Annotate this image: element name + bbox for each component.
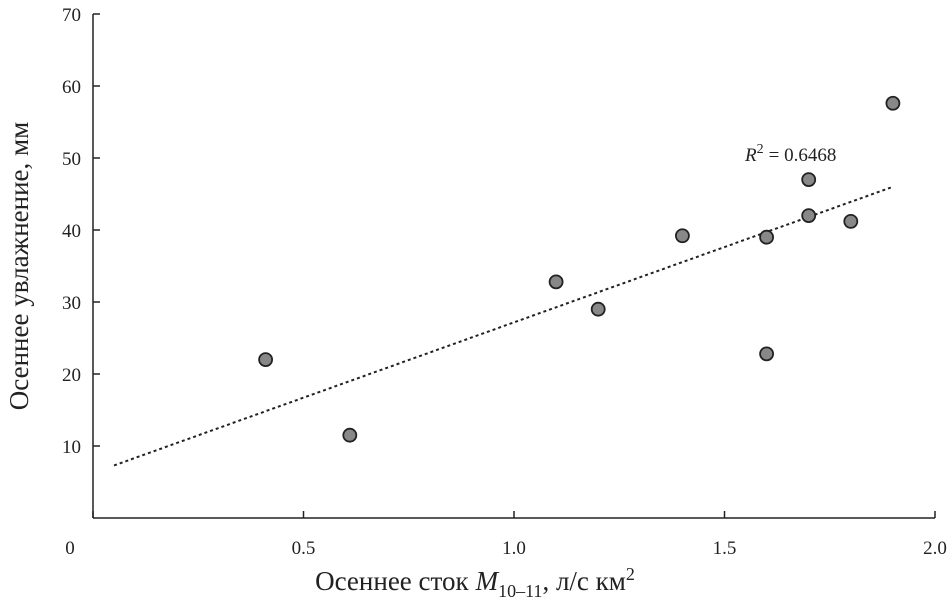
x-tick-label: 1.5 [713, 538, 737, 559]
x-label-sub: 10–11 [498, 581, 542, 601]
point [885, 95, 901, 111]
point [759, 229, 774, 245]
y-axis-label: Осеннее увлажнение, мм [4, 122, 34, 410]
x-tick-label: 0 [65, 538, 75, 559]
y-tick-label: 40 [62, 221, 81, 242]
point [258, 352, 274, 368]
x-tick-label: 1.0 [502, 538, 526, 559]
point [675, 228, 690, 244]
point [759, 346, 774, 362]
point [801, 172, 817, 188]
point [548, 274, 564, 290]
x-tick-label: 2.0 [923, 538, 947, 559]
point [843, 213, 859, 229]
x-label-text: Осеннее сток [315, 566, 469, 596]
y-tick-label: 30 [62, 293, 81, 314]
trendline [113, 185, 894, 467]
x-axis-label: Осеннее сток M10–11, л/с км2 [315, 564, 635, 601]
point [801, 208, 817, 224]
annotation-text: = 0.6468 [769, 145, 837, 166]
annotation: R2 = 0.6468 [744, 142, 836, 166]
y-tick-label: 50 [62, 149, 81, 170]
y-tick-label: 10 [62, 437, 81, 458]
annotation-sup: 2 [757, 142, 764, 157]
y-tick-label: 60 [62, 77, 81, 98]
annotation-var: R [744, 145, 757, 166]
point [342, 427, 358, 443]
y-tick-label: 20 [62, 365, 81, 386]
x-label-sup: 2 [626, 564, 635, 584]
x-label-unit: , л/с км [542, 566, 625, 596]
x-label-var: M [475, 566, 500, 596]
y-tick-label: 70 [62, 5, 81, 26]
x-tick-label: 0.5 [292, 538, 316, 559]
point [590, 301, 606, 317]
